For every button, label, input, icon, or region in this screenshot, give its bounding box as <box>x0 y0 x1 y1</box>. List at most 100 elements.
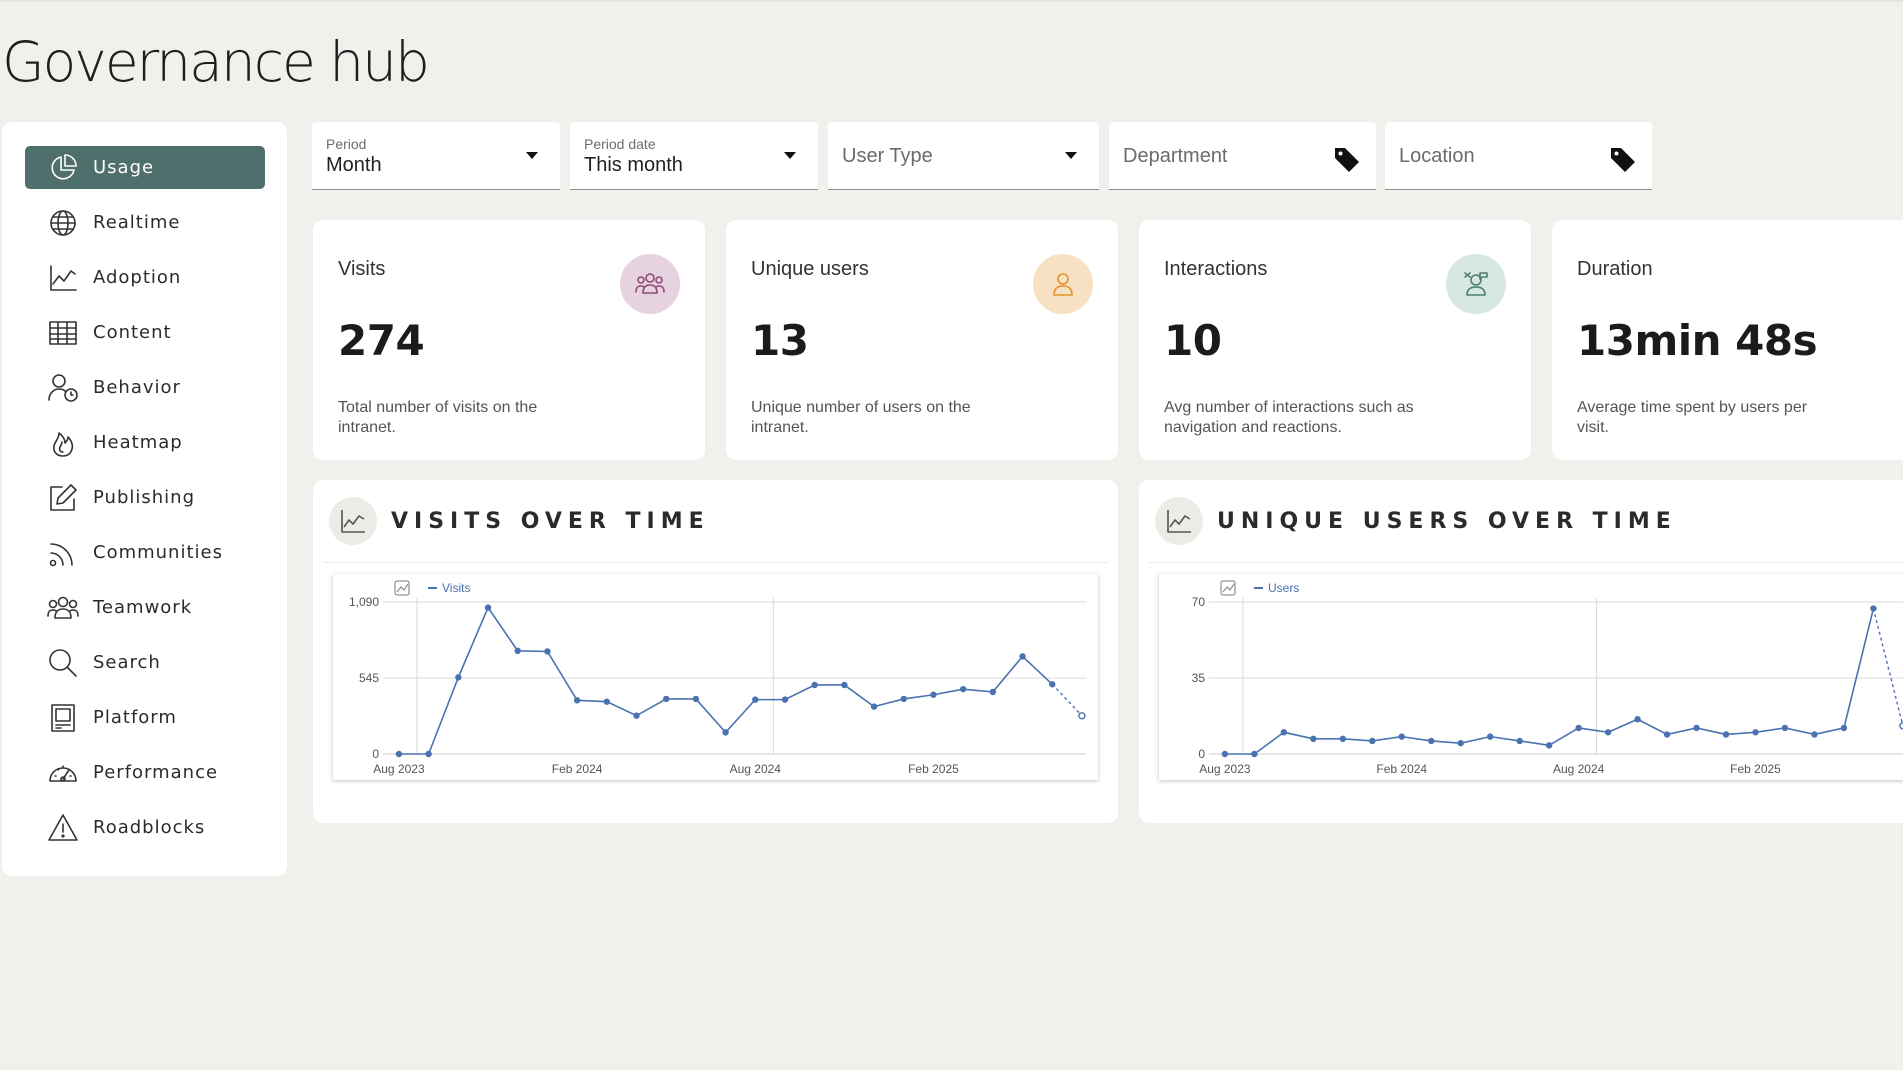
data-point <box>959 685 967 693</box>
data-point <box>900 695 907 703</box>
sidebar-item-teamwork[interactable]: Teamwork <box>25 586 265 629</box>
card-value: 274 <box>338 316 425 365</box>
line-chart-icon <box>1155 497 1203 545</box>
sidebar-item-publishing[interactable]: Publishing <box>25 476 265 519</box>
sidebar-item-label: Communities <box>93 542 223 563</box>
data-point <box>781 696 789 703</box>
sidebar-item-usage[interactable]: Usage <box>25 146 265 189</box>
edit-icon <box>45 480 81 516</box>
sidebar-item-heatmap[interactable]: Heatmap <box>25 421 265 464</box>
location-filter[interactable]: Location <box>1385 122 1652 190</box>
unique-users-card: Unique users 13 Unique number of users o… <box>726 220 1118 460</box>
pie-chart-icon <box>45 150 81 186</box>
location-placeholder: Location <box>1399 145 1475 167</box>
data-point <box>1663 731 1671 738</box>
y-tick-label: 545 <box>359 671 379 685</box>
data-point <box>603 698 611 705</box>
globe-icon <box>45 205 81 241</box>
sidebar-item-search[interactable]: Search <box>25 641 265 684</box>
data-point <box>663 695 670 703</box>
series-line <box>1224 608 1875 755</box>
visits-card: Visits 274 Total number of visits on the… <box>313 220 705 460</box>
rss-icon <box>45 535 81 571</box>
data-point <box>841 681 848 689</box>
user-clock-icon <box>45 370 81 406</box>
data-point <box>989 688 997 696</box>
sidebar-item-label: Roadblocks <box>93 817 206 838</box>
period-select[interactable]: Period Month <box>312 122 560 190</box>
card-title: Duration <box>1577 258 1653 280</box>
visits-line-chart: Visits 0 545 1,090 Aug 2023 Feb 2024 Aug 2024 F… <box>349 580 1086 776</box>
card-title: Visits <box>338 258 386 280</box>
search-icon <box>45 645 81 681</box>
interactions-card: Interactions 10 Avg number of interactio… <box>1139 220 1531 460</box>
panel-header: VISITS OVER TIME <box>329 497 710 545</box>
interaction-icon <box>1446 254 1506 314</box>
sidebar-item-realtime[interactable]: Realtime <box>25 201 265 244</box>
tag-icon <box>1611 148 1635 172</box>
panel-title: UNIQUE USERS OVER TIME <box>1217 508 1677 534</box>
user-type-select[interactable]: User Type <box>828 122 1099 190</box>
sidebar-item-label: Publishing <box>93 487 195 508</box>
x-tick-label: Aug 2024 <box>1553 762 1605 776</box>
flame-icon <box>45 425 81 461</box>
tag-icon <box>1335 148 1359 172</box>
visits-chart[interactable]: Visits 0 545 1,090 Aug 2023 Feb 2024 Aug 2024 F… <box>333 574 1098 780</box>
sidebar-item-adoption[interactable]: Adoption <box>25 256 265 299</box>
user-type-placeholder: User Type <box>842 145 933 167</box>
chevron-down-icon <box>526 152 538 159</box>
chart-type-icon-line <box>1222 583 1235 593</box>
x-tick-label: Aug 2024 <box>730 762 782 776</box>
data-point <box>1280 729 1288 736</box>
chevron-down-icon <box>1065 152 1077 159</box>
sidebar-item-behavior[interactable]: Behavior <box>25 366 265 409</box>
divider <box>1149 562 1903 563</box>
data-point <box>1870 605 1877 612</box>
sidebar-item-label: Performance <box>93 762 219 783</box>
data-point <box>1369 737 1376 745</box>
department-filter[interactable]: Department <box>1109 122 1376 190</box>
data-point <box>1604 729 1612 736</box>
sidebar-item-label: Teamwork <box>93 597 193 618</box>
card-value: 10 <box>1164 316 1222 365</box>
card-value: 13 <box>751 316 809 365</box>
sidebar-item-label: Content <box>93 322 172 343</box>
card-description: Unique number of users on the intranet. <box>751 399 971 436</box>
data-point <box>722 729 729 736</box>
sidebar-item-content[interactable]: Content <box>25 311 265 354</box>
sidebar-item-communities[interactable]: Communities <box>25 531 265 574</box>
data-point <box>633 712 640 719</box>
sidebar-item-performance[interactable]: Performance <box>25 751 265 794</box>
data-point <box>484 604 492 611</box>
series-line-partial <box>1051 683 1083 717</box>
period-date-select[interactable]: Period date This month <box>570 122 818 190</box>
data-point <box>1516 737 1523 745</box>
legend-label: Visits <box>442 581 470 595</box>
department-placeholder: Department <box>1123 145 1228 167</box>
chart-type-icon <box>394 580 410 596</box>
y-tick-label: 70 <box>1192 595 1206 609</box>
data-point <box>1575 724 1582 732</box>
y-tick-label: 0 <box>372 747 379 761</box>
chevron-down-icon <box>784 152 796 159</box>
data-point <box>811 681 818 689</box>
legend-label: Users <box>1268 581 1299 595</box>
unique-users-over-time-panel: UNIQUE USERS OVER TIME Users 0 35 70 Aug 202… <box>1139 480 1903 823</box>
sidebar-item-roadblocks[interactable]: Roadblocks <box>25 806 265 849</box>
data-point <box>1752 729 1759 736</box>
data-point <box>1428 737 1435 745</box>
card-value: 13min 48s <box>1577 316 1818 365</box>
sidebar-item-label: Adoption <box>93 267 182 288</box>
y-tick-label: 0 <box>1198 747 1205 761</box>
x-tick-label: Feb 2024 <box>1376 762 1427 776</box>
sidebar-item-label: Behavior <box>93 377 181 398</box>
data-point <box>1693 724 1700 732</box>
users-chart[interactable]: Users 0 35 70 Aug 2023 Feb 2024 Aug 2024 Feb 20… <box>1159 574 1903 780</box>
chart-legend: Users <box>1220 580 1299 596</box>
card-title: Interactions <box>1164 258 1268 280</box>
data-point <box>1487 733 1494 740</box>
line-chart-icon <box>45 260 81 296</box>
sidebar-item-platform[interactable]: Platform <box>25 696 265 739</box>
team-icon <box>45 590 81 626</box>
data-point <box>1019 653 1026 660</box>
